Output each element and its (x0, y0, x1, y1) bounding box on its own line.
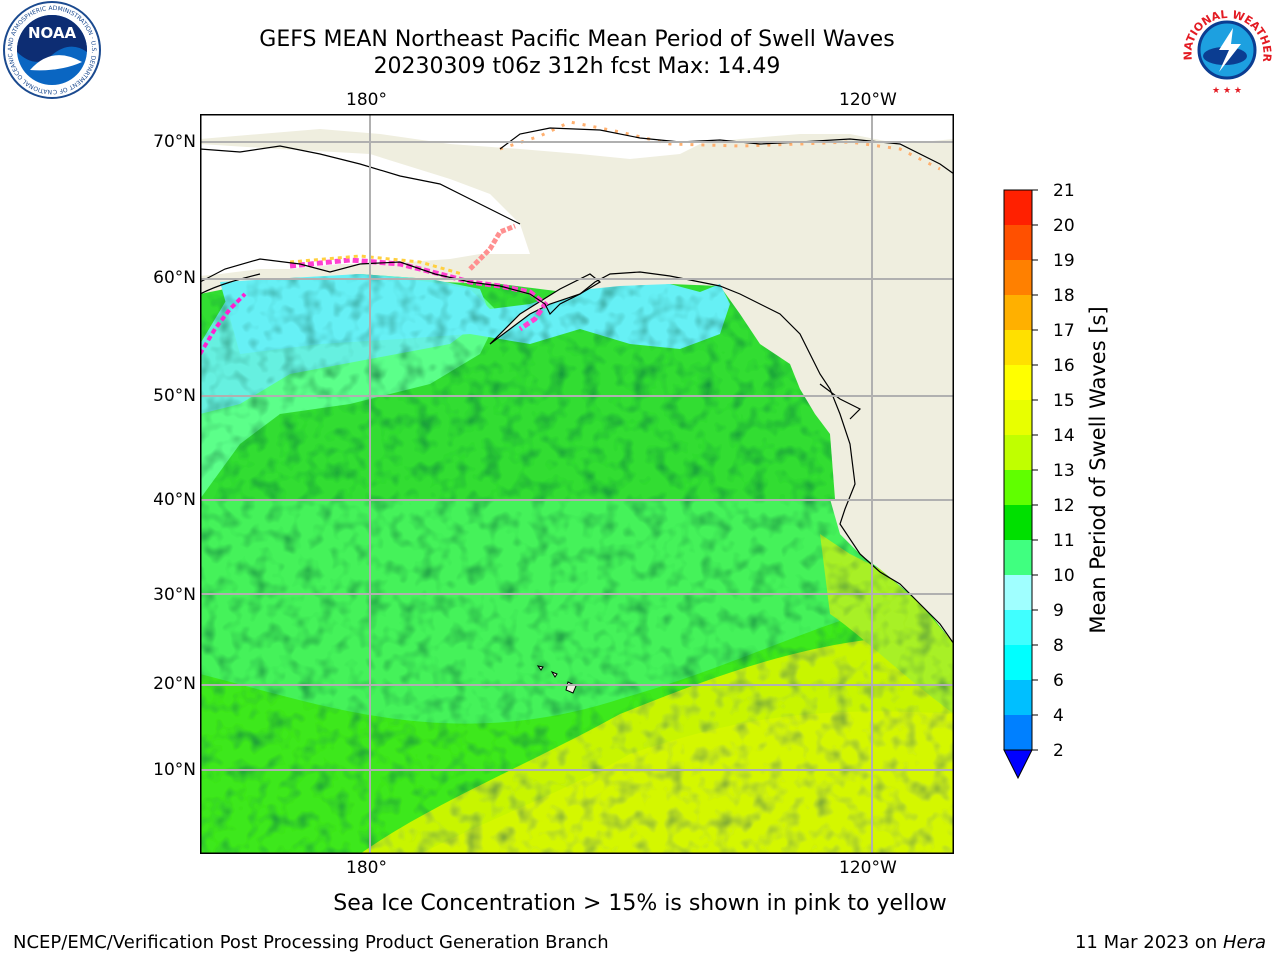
colorbar-swatch (1004, 330, 1032, 365)
colorbar-tick-label: 14 (1053, 426, 1075, 446)
run-date: 11 Mar 2023 on (1074, 932, 1223, 953)
colorbar-tick-label: 21 (1053, 181, 1075, 201)
lat-label: 20°N (153, 674, 196, 694)
chart-subtitle: 20230309 t06z 312h fcst Max: 14.49 (373, 54, 781, 79)
lat-label: 60°N (153, 268, 196, 288)
lat-label: 30°N (153, 585, 196, 605)
colorbar: 2 4 6 8 9 10 11 12 13 14 15 16 17 18 19 20 21 (985, 180, 1125, 790)
colorbar-svg: 2 4 6 8 9 10 11 12 13 14 15 16 17 18 19 20 21 (1003, 181, 1075, 780)
colorbar-swatch (1004, 260, 1032, 295)
colorbar-tick-label: 19 (1053, 251, 1075, 271)
swell-field (200, 274, 954, 854)
colorbar-swatch (1004, 575, 1032, 610)
lon-label-bottom: 180° (346, 858, 387, 878)
colorbar-swatch (1004, 225, 1032, 260)
lat-label: 40°N (153, 490, 196, 510)
colorbar-swatch (1004, 610, 1032, 645)
chart-title: GEFS MEAN Northeast Pacific Mean Period … (259, 27, 895, 52)
colorbar-swatch (1004, 435, 1032, 470)
colorbar-tick-label: 4 (1053, 706, 1064, 726)
colorbar-tick-label: 12 (1053, 496, 1075, 516)
colorbar-swatch (1004, 470, 1032, 505)
colorbar-swatch (1004, 715, 1032, 750)
land-masses (200, 114, 954, 694)
machine-name: Hera (1222, 932, 1266, 953)
colorbar-tick-label: 9 (1053, 601, 1064, 621)
colorbar-swatch (1004, 400, 1032, 435)
coastlines (200, 127, 954, 645)
lon-label-top: 180° (346, 90, 387, 110)
colorbar-tick-label: 10 (1053, 566, 1075, 586)
colorbar-title: Mean Period of Swell Waves [s] (1086, 306, 1110, 634)
colorbar-tick-label: 20 (1053, 216, 1075, 236)
colorbar-tick-label: 11 (1053, 531, 1075, 551)
colorbar-swatch (1004, 540, 1032, 575)
colorbar-tick-label: 18 (1053, 286, 1075, 306)
colorbar-swatch (1004, 505, 1032, 540)
swell-period-map (200, 114, 954, 854)
colorbar-tick-label: 17 (1053, 321, 1075, 341)
colorbar-swatch (1004, 365, 1032, 400)
colorbar-tick-label: 16 (1053, 356, 1075, 376)
noaa-logo: NATIONAL OCEANIC AND ATMOSPHERIC ADMINIS… (0, 0, 105, 100)
lat-label: 70°N (153, 132, 196, 152)
sea-ice-note: Sea Ice Concentration > 15% is shown in … (333, 891, 947, 916)
svg-text:★ ★ ★: ★ ★ ★ (1212, 86, 1242, 96)
colorbar-tick-label: 13 (1053, 461, 1075, 481)
colorbar-tick-label: 2 (1053, 741, 1064, 761)
producer-credit: NCEP/EMC/Verification Post Processing Pr… (13, 932, 609, 953)
colorbar-swatch (1004, 645, 1032, 680)
noaa-logo-text: NOAA (28, 24, 77, 42)
colorbar-tick-label: 15 (1053, 391, 1075, 411)
lat-label: 10°N (153, 760, 196, 780)
colorbar-swatch (1004, 190, 1032, 225)
nws-logo: NATIONAL WEATHER SERVICE ★ ★ ★ (1171, 0, 1280, 100)
colorbar-swatch (1004, 680, 1032, 715)
colorbar-swatch (1004, 295, 1032, 330)
map-frame (200, 114, 954, 854)
lon-label-top: 120°W (839, 90, 897, 110)
graticule (200, 114, 954, 854)
colorbar-under-arrow (1003, 749, 1033, 780)
map-panel[interactable] (200, 114, 954, 854)
sea-ice-edge (200, 120, 941, 356)
run-date-stamp: 11 Mar 2023 on Hera (1075, 932, 1266, 954)
lon-label-bottom: 120°W (839, 858, 897, 878)
lat-label: 50°N (153, 386, 196, 406)
colorbar-tick-label: 8 (1053, 636, 1064, 656)
colorbar-tick-label: 6 (1053, 671, 1064, 691)
